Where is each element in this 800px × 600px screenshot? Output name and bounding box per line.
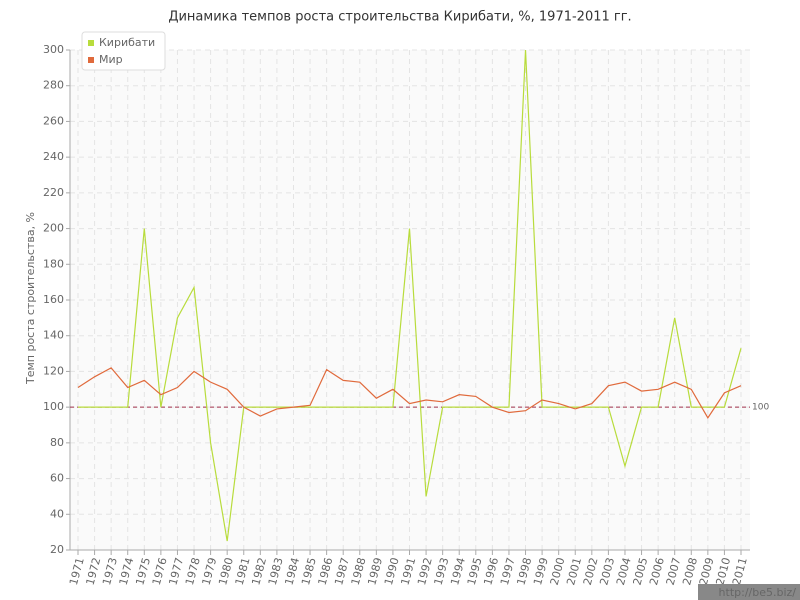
y-tick-label: 120 (43, 364, 64, 377)
y-tick-label: 300 (43, 43, 64, 56)
legend-swatch (88, 57, 94, 63)
reference-label: 100 (752, 403, 769, 413)
watermark: http://be5.biz/ (719, 586, 797, 599)
watermark-bg (698, 584, 800, 600)
y-tick-label: 140 (43, 329, 64, 342)
legend-box (81, 31, 166, 71)
y-tick-label: 200 (43, 222, 64, 235)
legend-swatch (88, 40, 94, 46)
y-tick-label: 260 (43, 114, 64, 127)
chart-title: Динамика темпов роста строительства Кири… (168, 10, 631, 25)
series-line (78, 49, 742, 542)
y-tick-label: 240 (43, 150, 64, 163)
y-tick-label: 180 (43, 257, 64, 270)
y-tick-label: 280 (43, 79, 64, 92)
legend-label: Кирибати (99, 36, 155, 49)
y-tick-label: 20 (50, 543, 64, 556)
y-tick-label: 60 (50, 472, 64, 485)
legend-label: Мир (99, 53, 123, 66)
y-tick-label: 40 (50, 507, 64, 520)
y-tick-label: 80 (50, 436, 64, 449)
y-tick-label: 100 (43, 400, 64, 413)
y-tick-label: 160 (43, 293, 64, 306)
series-line (77, 367, 742, 419)
y-axis-label: Темп роста строительства, % (24, 212, 37, 385)
y-tick-label: 220 (43, 186, 64, 199)
